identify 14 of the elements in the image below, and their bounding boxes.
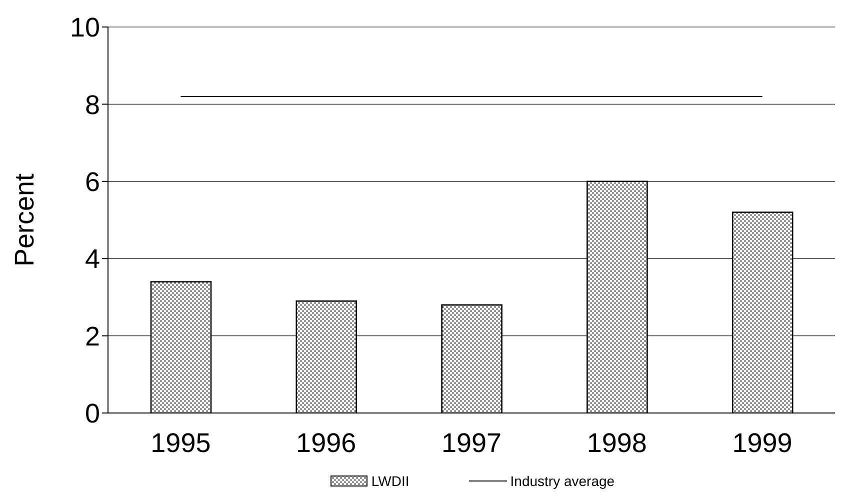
y-tick-label: 6 [84, 166, 100, 197]
y-tick-label: 4 [84, 244, 100, 274]
x-tick-label: 1997 [441, 428, 502, 458]
x-tick-label: 1995 [150, 428, 211, 458]
x-tick-label: 1998 [586, 428, 647, 458]
y-tick-label: 10 [70, 12, 100, 43]
legend-label: Industry average [510, 473, 615, 489]
y-axis-title: Percent [10, 172, 40, 267]
y-tick-label: 0 [84, 398, 100, 429]
legend-label: LWDII [371, 473, 410, 489]
y-tick-label: 2 [84, 321, 100, 352]
x-tick-label: 1996 [296, 428, 356, 458]
y-tick-label: 8 [84, 90, 100, 120]
x-tick-label: 1999 [732, 428, 792, 458]
